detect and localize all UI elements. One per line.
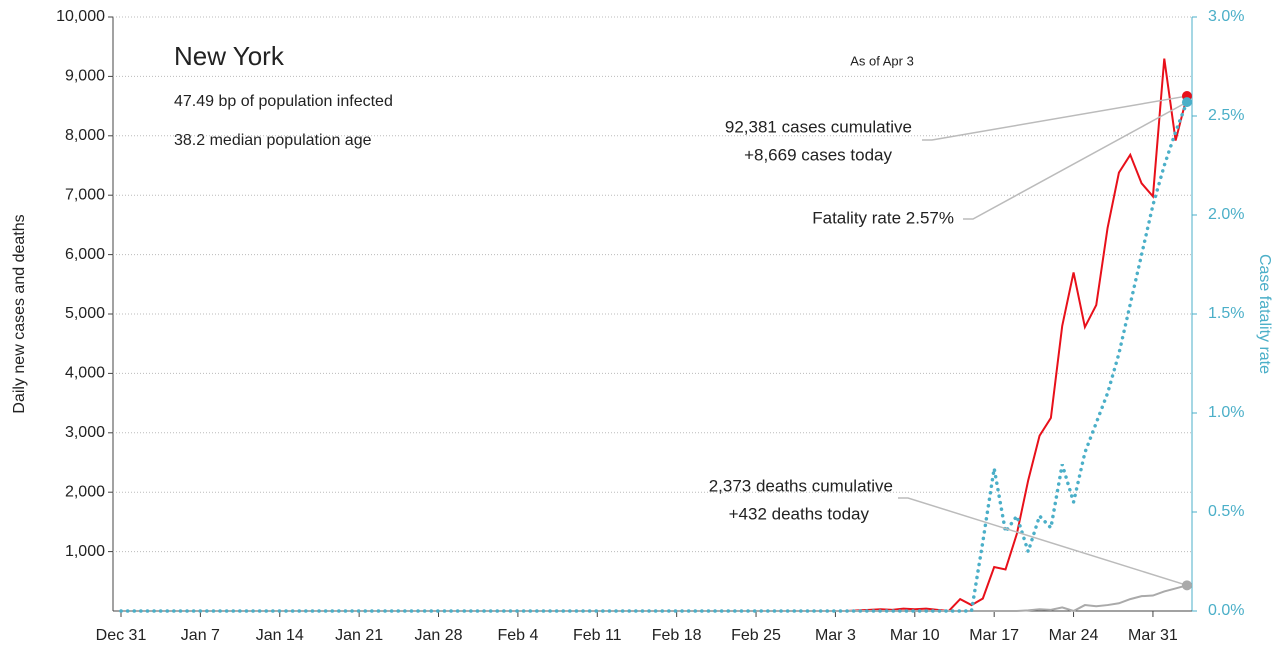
x-tick-label: Jan 21: [335, 627, 383, 644]
subtitle: 47.49 bp of population infected: [174, 93, 393, 110]
annotation: +8,669 cases today: [744, 145, 892, 164]
y-tick-label: 5,000: [65, 305, 105, 322]
x-tick-label: Mar 31: [1128, 627, 1178, 644]
y-tick-label: 10,000: [56, 8, 105, 25]
y-tick-label: 9,000: [65, 68, 105, 85]
x-tick-label: Jan 28: [414, 627, 462, 644]
x-tick-label: Mar 17: [969, 627, 1019, 644]
x-tick-label: Feb 4: [497, 627, 538, 644]
end-point: [1181, 580, 1192, 591]
y2-tick-label: 2.5%: [1208, 107, 1244, 124]
annotation: 92,381 cases cumulative: [725, 117, 912, 136]
note: As of Apr 3: [850, 53, 914, 68]
y-axis-label: Daily new cases and deaths: [11, 214, 28, 413]
y-tick-label: 4,000: [65, 365, 105, 382]
x-tick-label: Feb 18: [652, 627, 702, 644]
y-tick-label: 8,000: [65, 127, 105, 144]
y2-tick-label: 1.5%: [1208, 305, 1244, 322]
annotation: Fatality rate 2.57%: [812, 208, 954, 227]
x-tick-label: Feb 11: [573, 627, 622, 644]
x-tick-label: Mar 24: [1049, 627, 1099, 644]
y-tick-label: 1,000: [65, 543, 105, 560]
x-tick-label: Dec 31: [96, 627, 147, 644]
x-tick-label: Mar 3: [815, 627, 856, 644]
y-tick-label: 7,000: [65, 186, 105, 203]
annotation: 2,373 deaths cumulative: [709, 476, 893, 495]
y2-tick-label: 1.0%: [1208, 404, 1244, 421]
y-tick-label: 6,000: [65, 246, 105, 263]
annotation: +432 deaths today: [729, 504, 870, 523]
line-2: [119, 100, 1189, 613]
y2-tick-label: 3.0%: [1208, 8, 1244, 25]
y2-tick-label: 2.0%: [1208, 206, 1244, 223]
y-tick-label: 2,000: [65, 483, 105, 500]
y2-tick-label: 0.0%: [1208, 602, 1244, 619]
x-tick-label: Jan 14: [256, 627, 304, 644]
leader-line: [963, 101, 1188, 220]
line-1: [121, 584, 1188, 613]
x-tick-label: Feb 25: [731, 627, 781, 644]
leader-line: [922, 95, 1188, 141]
leader-line: [898, 497, 1188, 587]
end-point: [1181, 97, 1192, 108]
subtitle: 38.2 median population age: [174, 132, 372, 149]
chart-title: New York: [174, 41, 285, 71]
y2-tick-label: 0.5%: [1208, 503, 1244, 520]
x-tick-label: Mar 10: [890, 627, 940, 644]
x-tick-label: Jan 7: [181, 627, 220, 644]
y2-axis-label: Case fatality rate: [1256, 254, 1273, 374]
y-tick-label: 3,000: [65, 424, 105, 441]
